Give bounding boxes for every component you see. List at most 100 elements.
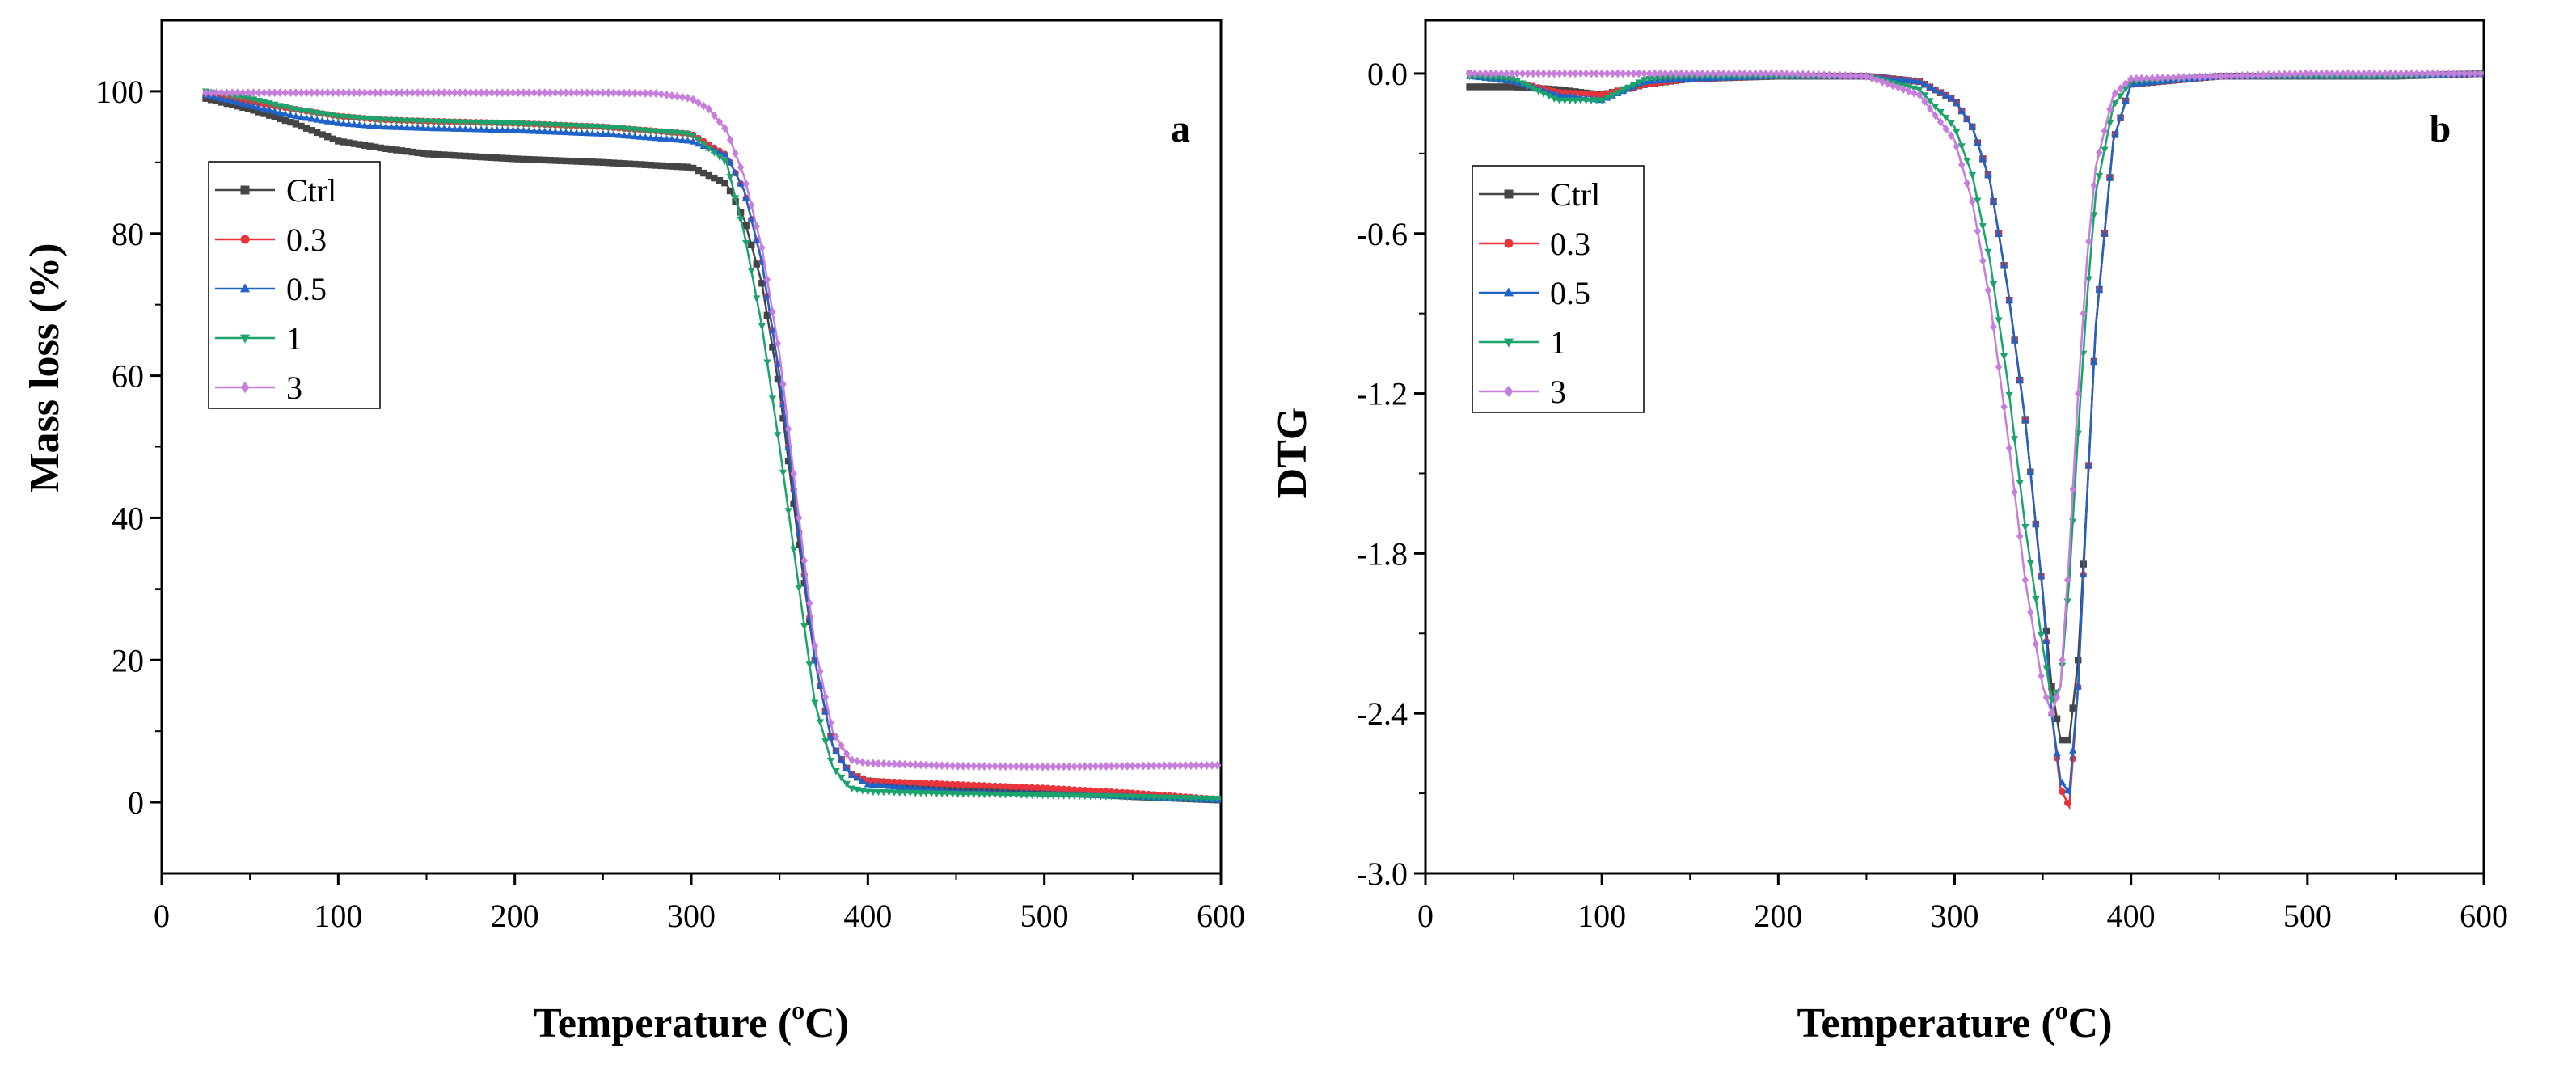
x-tick-label: 600 [2460, 898, 2508, 934]
legend-box [1472, 165, 1645, 413]
data-point-0.5 [2063, 786, 2071, 794]
data-point-3 [726, 135, 734, 145]
data-point-1 [837, 774, 846, 782]
data-point-1 [695, 137, 703, 144]
data-point-1 [1598, 97, 1606, 104]
data-point-Ctrl [753, 260, 760, 268]
data-point-3 [2265, 70, 2273, 79]
data-point-3 [2212, 71, 2219, 81]
data-point-3 [2249, 70, 2257, 80]
legend-marker [240, 235, 250, 244]
data-point-0.5 [350, 120, 358, 128]
data-point-1 [1619, 87, 1627, 95]
data-point-3 [758, 243, 766, 252]
data-point-1 [620, 125, 628, 133]
data-point-0.5 [387, 123, 395, 130]
data-point-0.5 [589, 129, 597, 137]
data-point-0.5 [826, 733, 835, 740]
data-point-1 [1017, 792, 1025, 799]
data-point-0.5 [1941, 91, 1950, 99]
data-point-1 [2042, 665, 2050, 673]
data-point-1 [826, 757, 835, 765]
data-point-0.3 [1044, 784, 1052, 792]
data-point-3 [854, 756, 861, 766]
data-point-1 [350, 114, 358, 122]
data-point-0.5 [551, 128, 560, 135]
data-point-3 [1012, 762, 1020, 771]
data-point-1 [1202, 795, 1211, 803]
data-point-3 [827, 718, 834, 728]
data-point-0.5 [625, 132, 634, 139]
data-point-3 [2450, 69, 2458, 78]
data-point-Ctrl [657, 162, 665, 170]
data-point-3 [695, 98, 702, 108]
data-point-3 [1566, 69, 1574, 78]
data-point-3 [414, 88, 421, 98]
data-point-3 [2175, 73, 2182, 82]
data-point-3 [1953, 142, 1960, 151]
x-tick-label: 400 [843, 898, 892, 934]
data-point-Ctrl [2059, 736, 2066, 744]
data-point-1 [408, 117, 416, 125]
data-point-0.5 [853, 774, 861, 781]
data-point-3 [763, 275, 771, 285]
data-point-1 [472, 119, 480, 127]
data-point-1 [1060, 792, 1068, 800]
data-point-0.5 [260, 104, 268, 112]
data-point-Ctrl [441, 151, 448, 158]
data-point-3 [2164, 73, 2172, 82]
data-point-3 [2281, 70, 2288, 79]
data-point-Ctrl [514, 155, 522, 163]
data-point-1 [398, 117, 406, 125]
data-point-3 [1778, 69, 1785, 78]
data-point-0.3 [986, 782, 994, 789]
data-point-3 [1129, 761, 1137, 771]
data-point-3 [260, 88, 268, 98]
data-point-0.3 [981, 782, 988, 789]
data-point-3 [1124, 761, 1131, 771]
data-point-3 [2238, 70, 2246, 80]
data-point-1 [980, 791, 989, 799]
data-point-Ctrl [795, 541, 803, 549]
data-point-1 [1176, 795, 1185, 802]
data-point-3 [2228, 71, 2236, 81]
data-point-3 [906, 759, 914, 769]
panel-label: b [2430, 108, 2451, 150]
x-tick-label: 300 [667, 898, 716, 934]
legend-item-3: 3 [1479, 374, 1566, 410]
data-point-3 [2016, 531, 2024, 541]
data-point-0.5 [2058, 778, 2067, 786]
data-point-3 [1868, 74, 1876, 83]
data-point-3 [2260, 70, 2267, 80]
data-point-Ctrl [695, 167, 702, 175]
data-point-1 [938, 790, 946, 798]
data-point-1 [572, 123, 581, 130]
data-point-Ctrl [2063, 736, 2071, 744]
data-point-3 [514, 88, 522, 98]
data-point-3 [2169, 73, 2177, 82]
data-point-Ctrl [451, 152, 458, 159]
data-point-Ctrl [652, 162, 660, 169]
data-point-3 [842, 749, 851, 759]
data-point-0.5 [329, 118, 337, 125]
data-point-3 [408, 88, 416, 98]
data-point-0.5 [684, 137, 692, 144]
y-tick-label: 80 [112, 216, 144, 252]
data-point-0.5 [271, 107, 279, 115]
data-point-0.5 [911, 784, 919, 792]
data-point-3 [2296, 69, 2304, 78]
data-point-Ctrl [350, 140, 358, 147]
data-point-3 [769, 306, 776, 316]
y-tick-label: 60 [112, 358, 144, 395]
data-point-Ctrl [599, 158, 607, 167]
data-point-0.5 [408, 124, 416, 131]
data-point-3 [927, 760, 935, 770]
data-point-3 [2117, 83, 2124, 93]
data-point-0.3 [912, 779, 919, 787]
data-point-3 [2096, 148, 2103, 157]
data-point-1 [1065, 792, 1073, 800]
data-point-3 [2408, 69, 2415, 78]
data-point-0.5 [498, 125, 507, 133]
data-point-3 [1641, 69, 1648, 78]
data-point-1 [2101, 146, 2109, 154]
